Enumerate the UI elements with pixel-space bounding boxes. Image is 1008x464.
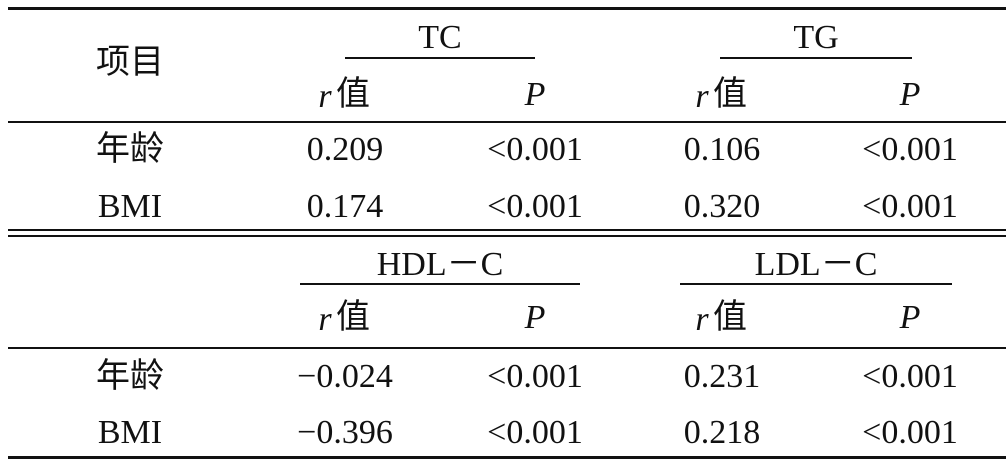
group-header: LDL－C	[754, 246, 878, 283]
group-rule	[300, 283, 580, 285]
cell: <0.001	[862, 188, 958, 225]
cell: <0.001	[487, 414, 583, 451]
subheader-word: 值	[336, 76, 370, 113]
double-rule	[8, 235, 1006, 237]
cell: <0.001	[487, 131, 583, 168]
subheader-var: r	[318, 301, 332, 338]
subheader-var: P	[899, 76, 921, 113]
double-rule	[8, 229, 1006, 231]
cell: 0.174	[306, 188, 384, 225]
group-rule	[345, 57, 535, 59]
cell: 0.320	[683, 188, 761, 225]
subheader-var: r	[695, 78, 709, 115]
group-rule	[680, 283, 952, 285]
row-label: 年龄	[96, 358, 164, 395]
cell: 0.231	[683, 358, 761, 395]
header-rule	[8, 121, 1006, 123]
cell: <0.001	[862, 131, 958, 168]
subheader-word: 值	[713, 76, 747, 113]
subheader-var: P	[524, 76, 546, 113]
cell: −0.024	[297, 358, 393, 395]
subheader-var: r	[695, 301, 709, 338]
group-header: HDL－C	[376, 246, 504, 283]
subheader-var: P	[899, 299, 921, 336]
cell: <0.001	[862, 358, 958, 395]
cell: 0.218	[683, 414, 761, 451]
cell: 0.106	[683, 131, 761, 168]
cell: −0.396	[297, 414, 393, 451]
subheader-var: r	[318, 78, 332, 115]
subheader-var: P	[524, 299, 546, 336]
cell: 0.209	[306, 131, 384, 168]
subheader-word: 值	[336, 299, 370, 336]
group-rule	[720, 57, 912, 59]
cell: <0.001	[862, 414, 958, 451]
cell: <0.001	[487, 358, 583, 395]
header-rule	[8, 347, 1006, 349]
subheader-word: 值	[713, 299, 747, 336]
top-rule	[8, 7, 1006, 10]
group-header: TG	[793, 19, 839, 56]
row-header-label: 项目	[96, 43, 164, 81]
row-label: 年龄	[96, 131, 164, 168]
group-header: TC	[418, 19, 462, 56]
row-label: BMI	[97, 188, 163, 225]
cell: <0.001	[487, 188, 583, 225]
bottom-rule	[8, 456, 1006, 459]
row-label: BMI	[97, 414, 163, 451]
